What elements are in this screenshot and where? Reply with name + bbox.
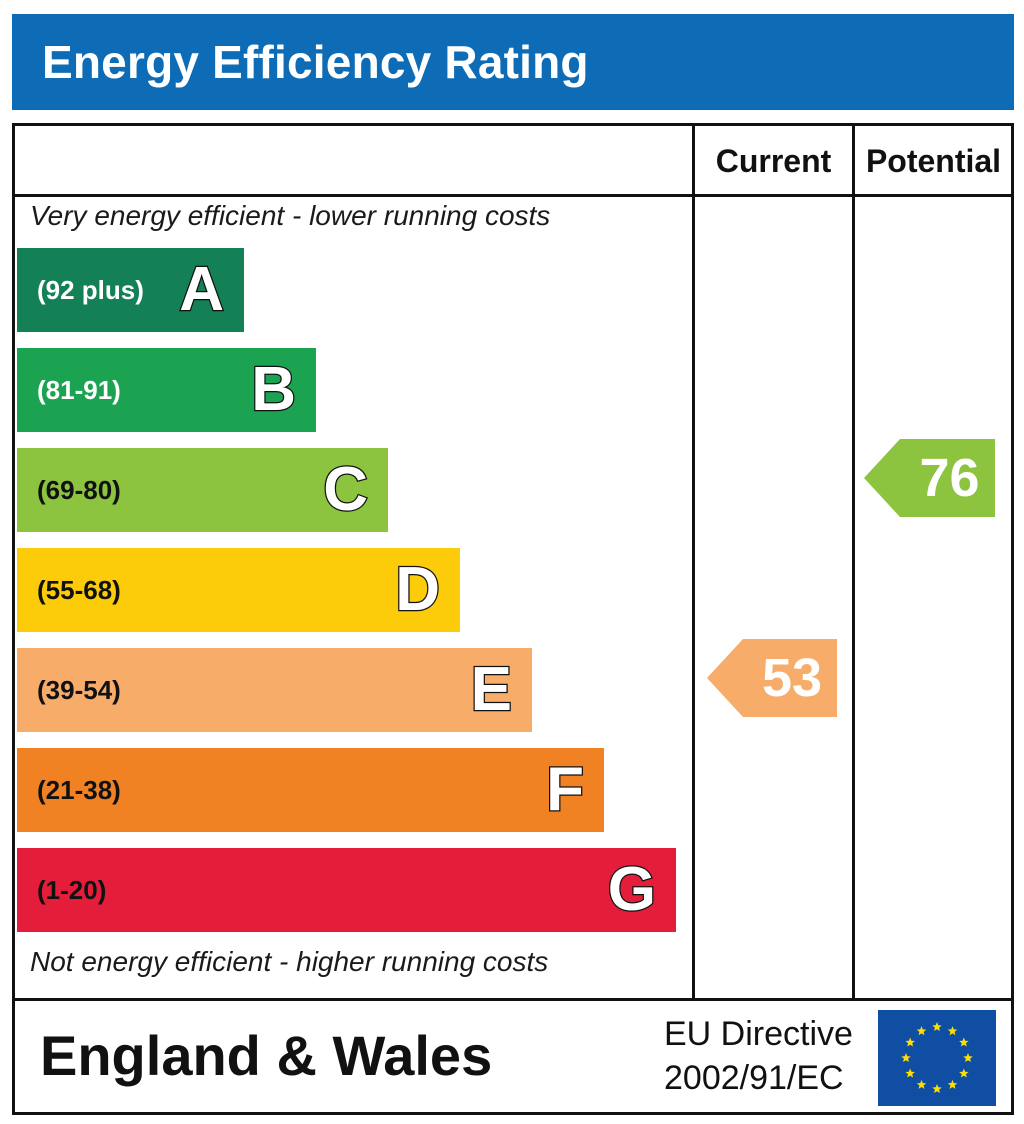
- divider-current-left: [692, 123, 695, 1001]
- note-very-efficient: Very energy efficient - lower running co…: [30, 200, 551, 231]
- band-range-label: (55-68): [37, 575, 121, 605]
- band-a: (92 plus) A: [17, 248, 244, 332]
- eu-star: [959, 1037, 969, 1047]
- band-range-label: (92 plus): [37, 275, 144, 305]
- eu-flag-icon: [878, 1010, 996, 1106]
- current-rating-arrow-shape: [707, 639, 837, 717]
- divider-potential-left: [852, 123, 855, 1001]
- band-d: (55-68) D: [17, 548, 460, 632]
- potential-rating-arrow-value: 76: [919, 448, 980, 508]
- band-letter: A: [178, 254, 225, 326]
- eu-star: [916, 1079, 927, 1089]
- eu-star: [905, 1068, 915, 1078]
- current-rating-arrow-value: 53: [761, 648, 823, 708]
- rating-table-frame: [12, 123, 1014, 1115]
- band-e: (39-54) E: [17, 648, 532, 732]
- current-rating-arrow: 53: [707, 639, 837, 717]
- band-letter: E: [469, 654, 513, 726]
- eu-star: [932, 1022, 942, 1032]
- band-letter: G: [607, 854, 658, 926]
- footer-directive: EU Directive 2002/91/EC: [664, 1012, 864, 1100]
- band-range-label: (21-38): [37, 775, 121, 805]
- note-not-efficient: Not energy efficient - higher running co…: [30, 946, 549, 977]
- chart-title: Energy Efficiency Rating: [42, 36, 589, 88]
- eu-star: [947, 1026, 958, 1036]
- band-range-label: (69-80): [37, 475, 121, 505]
- column-header-potential: Potential: [865, 143, 1002, 179]
- divider-footer-row: [12, 998, 1014, 1001]
- band-letter: D: [394, 554, 441, 626]
- band-letter: C: [322, 454, 369, 526]
- eu-star: [959, 1068, 969, 1078]
- eu-star: [916, 1026, 927, 1036]
- eu-star: [947, 1079, 958, 1089]
- eu-star: [901, 1053, 911, 1063]
- band-g: (1-20) G: [17, 848, 676, 932]
- eu-star: [932, 1084, 942, 1094]
- eu-star: [905, 1037, 915, 1047]
- band-c: (69-80) C: [17, 448, 388, 532]
- band-letter: F: [545, 754, 585, 826]
- eu-star: [963, 1053, 973, 1063]
- band-range-label: (39-54): [37, 675, 121, 705]
- band-range-label: (81-91): [37, 375, 121, 405]
- footer-country: England & Wales: [40, 1024, 493, 1087]
- band-range-label: (1-20): [37, 875, 107, 905]
- band-b: (81-91) B: [17, 348, 316, 432]
- divider-header-row: [12, 194, 1014, 197]
- band-letter: B: [250, 354, 297, 426]
- header-bar: Energy Efficiency Rating: [12, 14, 1014, 110]
- directive-line-2: 2002/91/EC: [664, 1059, 844, 1097]
- potential-rating-arrow-shape: [864, 439, 995, 517]
- directive-line-1: EU Directive: [664, 1015, 853, 1053]
- column-header-current: Current: [715, 143, 832, 179]
- band-f: (21-38) F: [17, 748, 604, 832]
- potential-rating-arrow: 76: [864, 439, 995, 517]
